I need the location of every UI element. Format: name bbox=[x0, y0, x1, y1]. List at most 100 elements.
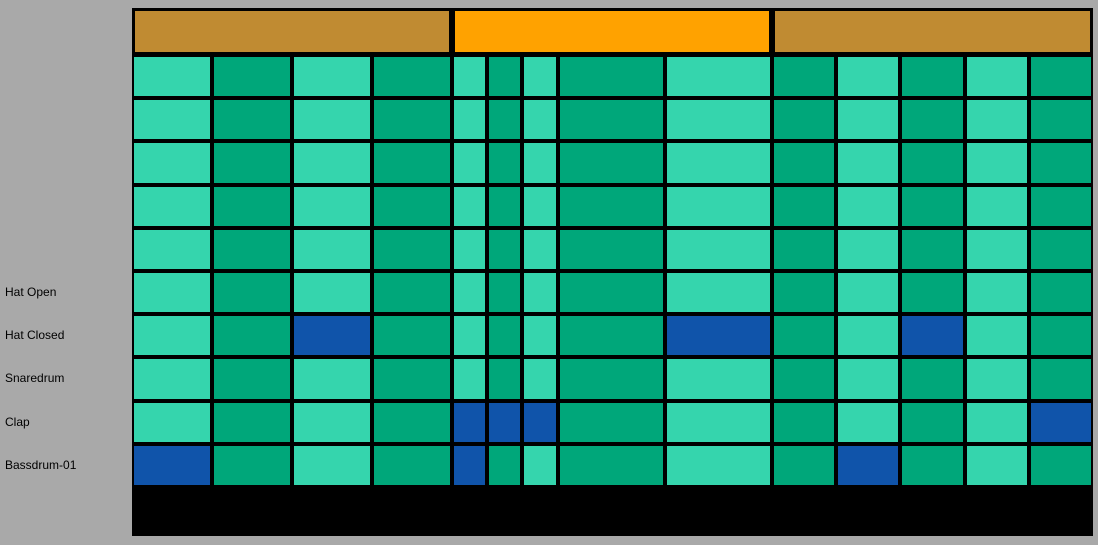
step-cell[interactable] bbox=[452, 228, 487, 271]
step-cell[interactable] bbox=[772, 357, 836, 401]
step-cell[interactable] bbox=[452, 98, 487, 141]
step-cell[interactable] bbox=[772, 141, 836, 185]
step-cell[interactable] bbox=[292, 228, 372, 271]
step-cell[interactable] bbox=[772, 55, 836, 98]
step-cell[interactable] bbox=[965, 228, 1029, 271]
step-cell[interactable] bbox=[292, 444, 372, 487]
step-cell[interactable] bbox=[132, 98, 212, 141]
step-cell[interactable] bbox=[558, 444, 665, 487]
step-cell[interactable] bbox=[487, 314, 522, 357]
step-cell[interactable] bbox=[372, 98, 452, 141]
step-cell[interactable] bbox=[1029, 314, 1093, 357]
step-cell[interactable] bbox=[522, 141, 558, 185]
step-cell[interactable] bbox=[836, 228, 900, 271]
pattern-header-1[interactable] bbox=[132, 8, 452, 55]
step-cell[interactable] bbox=[292, 401, 372, 444]
step-cell[interactable] bbox=[558, 314, 665, 357]
step-cell[interactable] bbox=[965, 314, 1029, 357]
step-cell[interactable] bbox=[452, 185, 487, 228]
step-cell[interactable] bbox=[487, 55, 522, 98]
step-cell[interactable] bbox=[965, 271, 1029, 314]
step-cell[interactable] bbox=[372, 401, 452, 444]
step-cell[interactable] bbox=[132, 228, 212, 271]
step-cell[interactable] bbox=[836, 271, 900, 314]
step-cell[interactable] bbox=[372, 185, 452, 228]
step-cell[interactable] bbox=[900, 141, 965, 185]
step-cell[interactable] bbox=[212, 98, 292, 141]
step-cell[interactable] bbox=[487, 228, 522, 271]
step-cell[interactable] bbox=[522, 55, 558, 98]
step-cell[interactable] bbox=[132, 444, 212, 487]
step-cell[interactable] bbox=[212, 401, 292, 444]
step-cell[interactable] bbox=[292, 141, 372, 185]
step-cell[interactable] bbox=[558, 401, 665, 444]
step-cell[interactable] bbox=[522, 228, 558, 271]
step-cell[interactable] bbox=[212, 55, 292, 98]
step-cell[interactable] bbox=[900, 314, 965, 357]
step-cell[interactable] bbox=[1029, 141, 1093, 185]
step-cell[interactable] bbox=[900, 271, 965, 314]
step-cell[interactable] bbox=[772, 271, 836, 314]
step-cell[interactable] bbox=[372, 141, 452, 185]
step-cell[interactable] bbox=[487, 271, 522, 314]
step-cell[interactable] bbox=[487, 185, 522, 228]
step-cell[interactable] bbox=[558, 228, 665, 271]
step-cell[interactable] bbox=[212, 141, 292, 185]
step-cell[interactable] bbox=[372, 271, 452, 314]
step-cell[interactable] bbox=[836, 314, 900, 357]
step-cell[interactable] bbox=[772, 444, 836, 487]
step-cell[interactable] bbox=[836, 444, 900, 487]
step-cell[interactable] bbox=[772, 185, 836, 228]
step-cell[interactable] bbox=[452, 357, 487, 401]
step-cell[interactable] bbox=[665, 401, 772, 444]
step-cell[interactable] bbox=[1029, 401, 1093, 444]
step-cell[interactable] bbox=[965, 444, 1029, 487]
step-cell[interactable] bbox=[522, 401, 558, 444]
step-cell[interactable] bbox=[487, 401, 522, 444]
pattern-header-3[interactable] bbox=[772, 8, 1093, 55]
step-cell[interactable] bbox=[900, 98, 965, 141]
step-cell[interactable] bbox=[292, 271, 372, 314]
step-cell[interactable] bbox=[292, 98, 372, 141]
step-cell[interactable] bbox=[965, 185, 1029, 228]
step-cell[interactable] bbox=[212, 271, 292, 314]
step-cell[interactable] bbox=[836, 55, 900, 98]
step-cell[interactable] bbox=[665, 141, 772, 185]
step-cell[interactable] bbox=[487, 141, 522, 185]
step-cell[interactable] bbox=[212, 228, 292, 271]
step-cell[interactable] bbox=[292, 314, 372, 357]
step-cell[interactable] bbox=[452, 314, 487, 357]
step-cell[interactable] bbox=[836, 98, 900, 141]
step-cell[interactable] bbox=[665, 185, 772, 228]
step-cell[interactable] bbox=[558, 141, 665, 185]
step-cell[interactable] bbox=[522, 98, 558, 141]
step-cell[interactable] bbox=[292, 185, 372, 228]
step-cell[interactable] bbox=[665, 444, 772, 487]
step-cell[interactable] bbox=[1029, 357, 1093, 401]
step-cell[interactable] bbox=[487, 444, 522, 487]
step-cell[interactable] bbox=[452, 444, 487, 487]
step-cell[interactable] bbox=[132, 271, 212, 314]
step-cell[interactable] bbox=[665, 271, 772, 314]
step-cell[interactable] bbox=[212, 314, 292, 357]
step-cell[interactable] bbox=[665, 98, 772, 141]
step-cell[interactable] bbox=[558, 271, 665, 314]
step-cell[interactable] bbox=[132, 357, 212, 401]
step-cell[interactable] bbox=[212, 185, 292, 228]
step-cell[interactable] bbox=[965, 98, 1029, 141]
step-cell[interactable] bbox=[522, 271, 558, 314]
step-cell[interactable] bbox=[965, 141, 1029, 185]
step-cell[interactable] bbox=[965, 357, 1029, 401]
step-cell[interactable] bbox=[900, 228, 965, 271]
step-cell[interactable] bbox=[558, 55, 665, 98]
step-cell[interactable] bbox=[522, 185, 558, 228]
step-cell[interactable] bbox=[1029, 228, 1093, 271]
step-cell[interactable] bbox=[558, 357, 665, 401]
step-cell[interactable] bbox=[522, 314, 558, 357]
step-cell[interactable] bbox=[487, 98, 522, 141]
pattern-header-2[interactable] bbox=[452, 8, 772, 55]
step-cell[interactable] bbox=[558, 98, 665, 141]
step-cell[interactable] bbox=[1029, 185, 1093, 228]
step-cell[interactable] bbox=[665, 357, 772, 401]
step-cell[interactable] bbox=[452, 401, 487, 444]
